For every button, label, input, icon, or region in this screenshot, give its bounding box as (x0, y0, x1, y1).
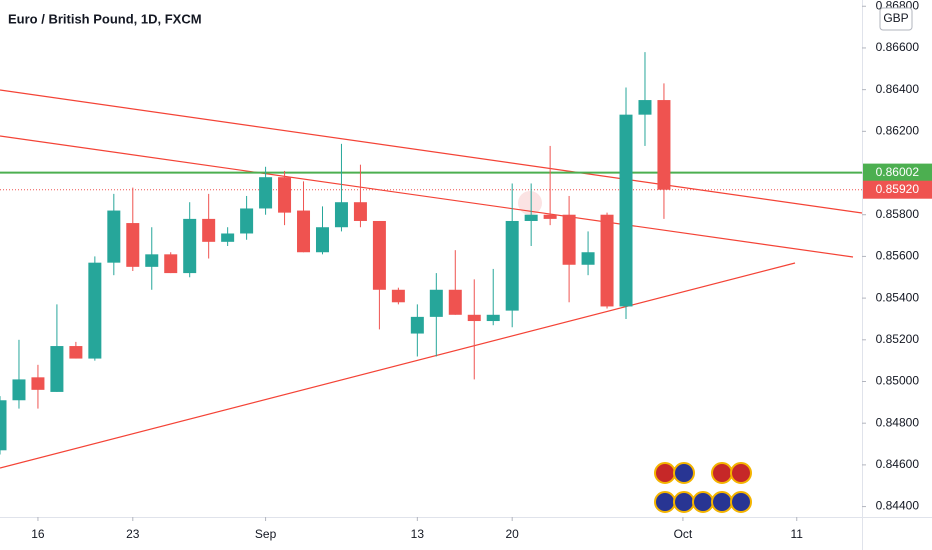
x-tick-label: 11 (791, 527, 804, 541)
x-tick-label: 23 (126, 527, 140, 541)
candle-body (600, 214, 614, 307)
x-tick-label: 20 (506, 527, 520, 541)
candle-body (221, 233, 235, 242)
y-tick-label: 0.86600 (876, 40, 920, 54)
y-tick-label: 0.86200 (876, 124, 920, 138)
highlight (518, 191, 542, 215)
uk-flag (730, 462, 752, 484)
y-tick-label: 0.86400 (876, 82, 920, 96)
candle-body (467, 314, 481, 322)
y-tick-label: 0.84400 (876, 499, 920, 513)
eu-flag (711, 491, 733, 513)
candle-body (391, 289, 405, 303)
candle-body (448, 289, 462, 315)
candle-body (410, 316, 424, 334)
candle-body (69, 346, 83, 359)
trend-line (0, 262, 796, 469)
candle-body (581, 252, 595, 265)
eu-flag (654, 491, 676, 513)
eu-flag (692, 491, 714, 513)
price-badge (863, 163, 932, 182)
x-tick-label: 13 (411, 527, 425, 541)
x-tick-label: Sep (255, 527, 277, 541)
candle-body (145, 254, 159, 267)
uk-flag (711, 462, 733, 484)
candle-body (505, 220, 519, 311)
eu-flag (673, 491, 695, 513)
x-tick-label: 16 (31, 527, 45, 541)
y-tick-label: 0.85600 (876, 249, 920, 263)
chart-title: Euro / British Pound, 1D, FXCM (8, 11, 202, 26)
event-icons (654, 462, 752, 513)
candle-body (297, 210, 311, 253)
plot-area (0, 52, 862, 469)
candle-body (126, 223, 140, 267)
candle-body (240, 208, 254, 234)
currency-box (879, 7, 913, 31)
trend-line (0, 135, 854, 258)
y-tick-label: 0.85200 (876, 332, 920, 346)
candle-body (429, 289, 443, 317)
y-tick-label: 0.85400 (876, 290, 920, 304)
y-tick-label: 0.84800 (876, 415, 920, 429)
eu-flag (730, 491, 752, 513)
candle-body (0, 400, 7, 451)
y-tick-label: 0.84600 (876, 457, 920, 471)
candle-body (259, 177, 273, 209)
candle-body (278, 177, 292, 213)
candle-body (372, 220, 386, 290)
price-badge-label: 0.85920 (876, 182, 920, 196)
candle-body (107, 210, 121, 263)
candle-body (183, 218, 197, 274)
eu-flag (673, 462, 695, 484)
candle-body (315, 227, 329, 253)
trend-line (0, 89, 862, 214)
x-tick-label: Oct (674, 527, 693, 541)
price-badge (863, 180, 932, 199)
candle-body (31, 377, 45, 390)
candle-body (353, 202, 367, 221)
candle-body (202, 218, 216, 242)
candle-body (12, 379, 26, 401)
candle-body (619, 114, 633, 307)
candle-body (88, 262, 102, 359)
candle-body (562, 214, 576, 265)
price-badge-label: 0.86002 (876, 165, 920, 179)
currency-label: GBP (883, 11, 908, 25)
candle-body (657, 100, 671, 190)
candle-body (524, 214, 538, 221)
uk-flag (654, 462, 676, 484)
candle-body (50, 346, 64, 392)
y-tick-label: 0.85000 (876, 374, 920, 388)
candle-body (334, 202, 348, 228)
candle-body (486, 314, 500, 322)
candle-body (638, 100, 652, 115)
y-tick-label: 0.85800 (876, 207, 920, 221)
candle-body (543, 214, 557, 219)
candle-body (164, 254, 178, 274)
